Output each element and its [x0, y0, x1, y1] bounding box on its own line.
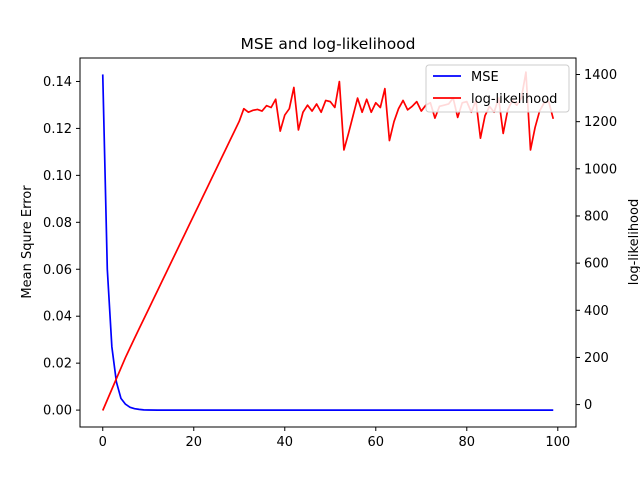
left-y-tick-label: 0.10 [43, 169, 72, 184]
right-y-axis-label: log-likelihood [627, 199, 640, 285]
x-tick-label: 60 [368, 435, 385, 450]
axes-frame [79, 57, 577, 428]
left-y-tick-label: 0.14 [43, 75, 72, 90]
right-y-tick-label: 800 [584, 209, 609, 224]
left-y-tick-label: 0.12 [43, 122, 72, 137]
legend: MSE log-likelihood [425, 64, 570, 113]
left-y-tick-label: 0.02 [43, 357, 72, 372]
right-y-tick-label: 0 [584, 398, 592, 413]
x-tick-label: 20 [185, 435, 202, 450]
legend-label: MSE [471, 70, 499, 85]
chart-title: MSE and log-likelihood [240, 35, 415, 53]
right-y-axis-ticks: 0 200 400 600 800 1000 1200 1400 [576, 68, 617, 413]
x-tick-label: 80 [459, 435, 476, 450]
series-line-mse [101, 74, 554, 411]
left-y-tick-label: 0.04 [43, 310, 72, 325]
plot-lines [101, 71, 555, 411]
x-tick-label: 40 [276, 435, 293, 450]
left-y-tick-label: 0.08 [43, 216, 72, 231]
x-tick-label: 100 [545, 435, 570, 450]
x-tick-label: 0 [99, 435, 107, 450]
legend-box [425, 64, 570, 113]
right-y-tick-label: 1400 [584, 68, 617, 83]
right-y-tick-label: 600 [584, 257, 609, 272]
left-y-axis-ticks: 0.00 0.02 0.04 0.06 0.08 0.10 0.12 0.14 [43, 75, 80, 419]
left-y-tick-label: 0.00 [43, 404, 72, 419]
left-y-tick-label: 0.06 [43, 263, 72, 278]
right-y-tick-label: 1200 [584, 115, 617, 130]
right-y-tick-label: 400 [584, 304, 609, 319]
left-y-axis-label: Mean Squre Error [20, 185, 35, 299]
x-axis-ticks: 0 20 40 60 80 100 [99, 427, 570, 450]
series-line-log-likelihood [101, 71, 555, 411]
right-y-tick-label: 200 [584, 351, 609, 366]
right-y-tick-label: 1000 [584, 162, 617, 177]
legend-label: log-likelihood [471, 92, 557, 107]
